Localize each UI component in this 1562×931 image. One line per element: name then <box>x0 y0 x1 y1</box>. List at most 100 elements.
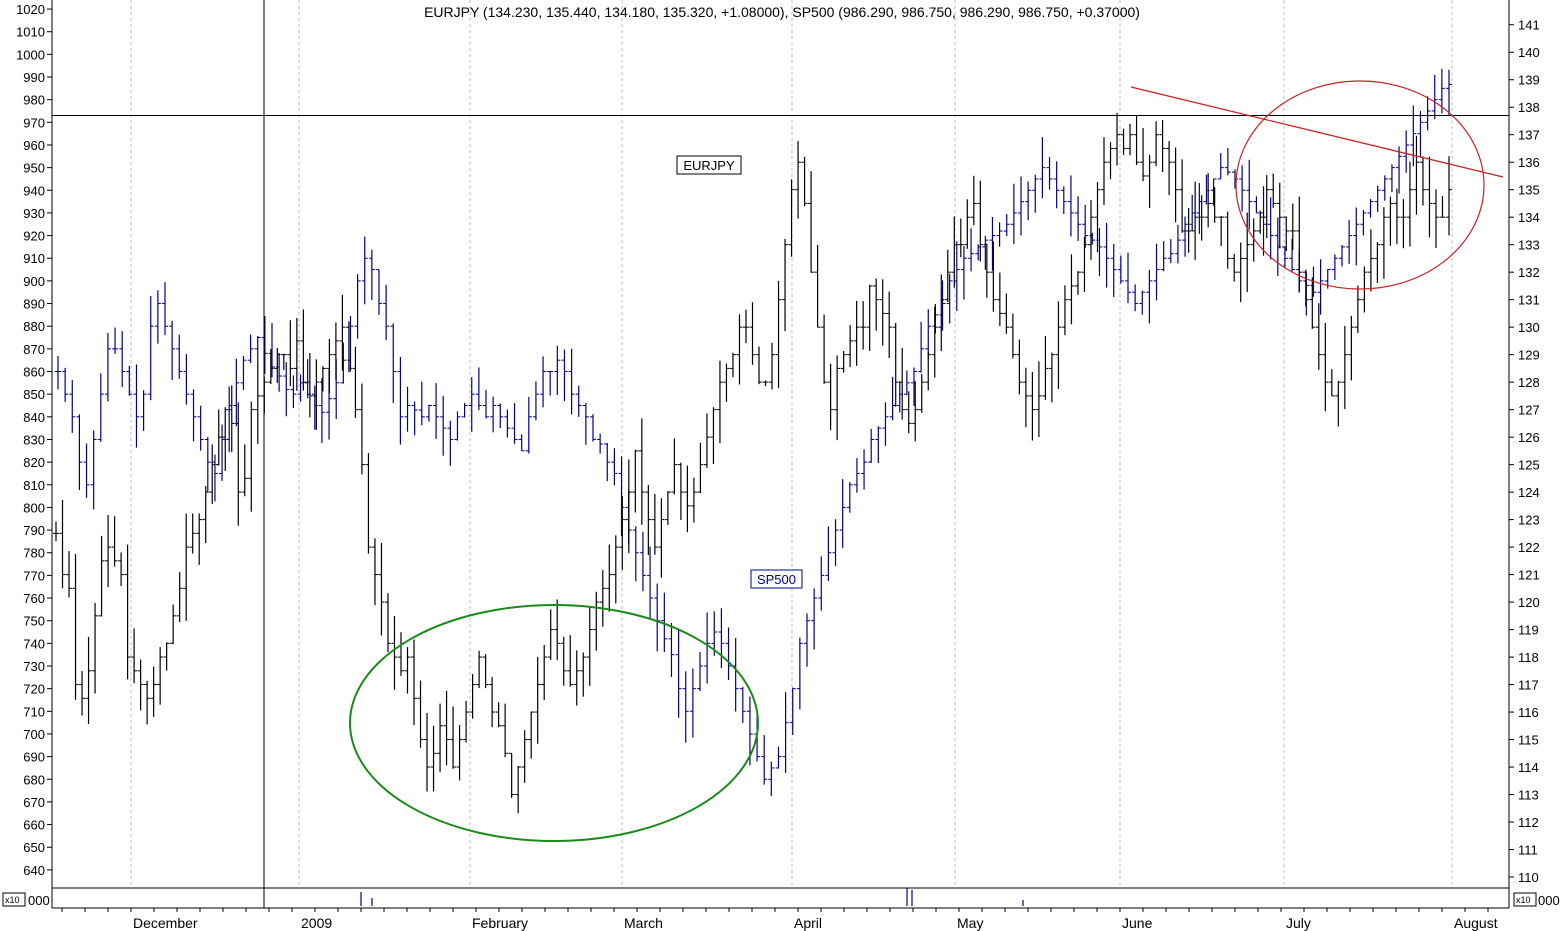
sp500-ohlc-bar <box>561 349 568 402</box>
bars-layer <box>53 68 1452 906</box>
eurjpy-ohlc-bar <box>840 351 847 373</box>
sp500-ohlc-bar <box>354 274 361 339</box>
left-tick-label: 840 <box>23 410 45 425</box>
eurjpy-ohlc-bar <box>1289 203 1296 251</box>
sp500-ohlc-bar <box>1167 239 1174 264</box>
sp500-ohlc-bar <box>853 458 860 493</box>
right-tick-label: 136 <box>1518 155 1540 170</box>
sp500-ohlc-bar <box>1018 176 1024 236</box>
month-label: June <box>1122 915 1153 931</box>
left-tick-label: 690 <box>23 750 45 765</box>
eurjpy-ohlc-bar <box>593 591 600 651</box>
eurjpy-ohlc-bar <box>235 402 242 526</box>
eurjpy-ohlc-bar <box>293 318 300 391</box>
sp500-ohlc-bar <box>796 637 803 710</box>
sp500-ohlc-bar <box>1289 238 1296 272</box>
eurjpy-ohlc-bar <box>202 485 209 544</box>
eurjpy-ohlc-bar <box>690 477 697 523</box>
sp500-ohlc-bar <box>1239 165 1246 212</box>
right-tick-label: 114 <box>1518 760 1539 775</box>
eurjpy-ohlc-bar <box>463 700 470 743</box>
eurjpy-ohlc-bar <box>404 647 411 694</box>
sp500-ohlc-bar <box>540 356 547 408</box>
sp500-ohlc-bar <box>1260 186 1267 256</box>
eurjpy-ohlc-bar <box>1120 128 1127 155</box>
sp500-ohlc-bar <box>104 333 111 402</box>
eurjpy-ohlc-bar <box>1055 301 1062 389</box>
sp500-ohlc-bar <box>1039 137 1046 199</box>
eurjpy-ohlc-bar <box>775 280 782 389</box>
sp500-ohlc-bar <box>490 396 497 433</box>
sp500-ohlc-bar <box>1153 243 1160 301</box>
sp500-ohlc-bar <box>154 290 161 344</box>
sp500-ohlc-bar <box>447 420 454 466</box>
eurjpy-ohlc-bar <box>723 363 730 402</box>
sp500-ohlc-bar <box>1224 147 1231 176</box>
month-label: April <box>794 915 822 931</box>
right-volume-axis-label: 000 <box>1538 893 1560 908</box>
eurjpy-ohlc-bar <box>313 359 320 430</box>
sp500-ohlc-bar <box>76 414 83 490</box>
eurjpy-ohlc-bar <box>254 362 261 444</box>
left-tick-label: 790 <box>23 523 45 538</box>
eurjpy-ohlc-bar <box>1127 123 1134 156</box>
eurjpy-ohlc-bar <box>573 650 580 706</box>
right-tick-label: 113 <box>1518 788 1539 803</box>
sp500-ohlc-bar <box>1446 69 1452 116</box>
eurjpy-ohlc-bar <box>424 712 431 792</box>
sp500-ohlc-bar <box>682 671 689 743</box>
sp500-ohlc-bar <box>782 692 789 773</box>
sp500-ohlc-bar <box>689 668 696 738</box>
eurjpy-ohlc-bar <box>1205 173 1212 228</box>
eurjpy-ohlc-bar <box>814 245 821 328</box>
sp500-ohlc-bar <box>697 652 703 692</box>
right-tick-label: 139 <box>1518 73 1540 88</box>
sp500-ohlc-bar <box>911 367 917 406</box>
left-tick-label: 930 <box>23 206 45 221</box>
left-tick-label: 640 <box>23 863 45 878</box>
eurjpy-ohlc-bar <box>450 706 457 769</box>
eurjpy-ohlc-bar <box>1029 372 1036 441</box>
left-tick-label: 910 <box>23 251 45 266</box>
eurjpy-ohlc-bar <box>1322 322 1329 412</box>
eurjpy-ohlc-bar <box>996 272 1003 327</box>
eurjpy-ohlc-bar <box>808 171 815 273</box>
eurjpy-ohlc-bar <box>534 656 541 744</box>
eurjpy-ohlc-bar <box>782 238 789 332</box>
right-tick-label: 137 <box>1518 128 1540 143</box>
eurjpy-ohlc-bar <box>788 179 795 257</box>
sp500-ohlc-bar <box>390 323 397 403</box>
eurjpy-ohlc-bar <box>1257 210 1264 234</box>
sp500-ohlc-bar <box>1174 224 1181 264</box>
left-tick-label: 980 <box>23 93 45 108</box>
eurjpy-ohlc-bar <box>1315 303 1322 370</box>
eurjpy-ohlc-bar <box>625 459 632 554</box>
sp500-ohlc-bar <box>825 526 832 582</box>
sp500-ohlc-bar <box>604 443 611 482</box>
sp500-ohlc-bar <box>133 364 140 448</box>
left-tick-label: 780 <box>23 546 45 561</box>
left-tick-label: 800 <box>23 500 45 515</box>
sp500-ohlc-bar <box>832 519 839 566</box>
left-multiplier: x10 <box>5 895 20 905</box>
eurjpy-ohlc-bar <box>339 294 346 371</box>
left-tick-label: 730 <box>23 659 45 674</box>
left-tick-label: 970 <box>23 115 45 130</box>
eurjpy-ohlc-bar <box>248 401 255 512</box>
eurjpy-ohlc-bar <box>1387 196 1394 246</box>
right-tick-label: 111 <box>1518 843 1538 858</box>
eurjpy-ohlc-bar <box>925 352 932 391</box>
eurjpy-ohlc-bar <box>560 636 567 686</box>
sp500-ohlc-bar <box>1217 153 1224 180</box>
eurjpy-ohlc-bar <box>1003 293 1010 334</box>
eurjpy-ohlc-bar <box>1179 159 1186 233</box>
sp500-ohlc-bar <box>903 370 910 396</box>
left-tick-label: 770 <box>23 568 45 583</box>
right-tick-label: 120 <box>1518 595 1540 610</box>
sp500-ohlc-bar <box>775 746 782 769</box>
sp500-ohlc-bar <box>1139 290 1146 315</box>
eurjpy-ohlc-bar <box>547 609 554 660</box>
eurjpy-ohlc-bar <box>53 521 59 542</box>
eurjpy-ohlc-bar <box>267 348 274 385</box>
eurjpy-ohlc-bar <box>79 671 86 716</box>
